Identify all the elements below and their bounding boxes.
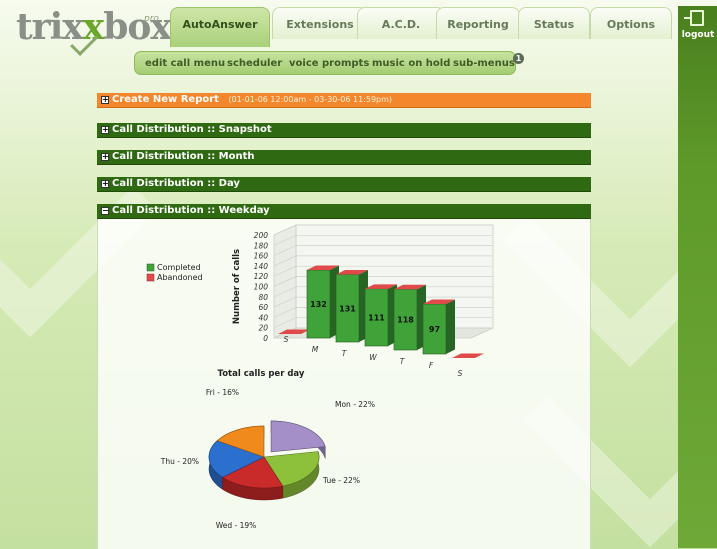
y-tick-label: 180 [254, 241, 269, 250]
x-tick-label: F [429, 361, 434, 370]
gridline [273, 224, 493, 236]
bar-abandoned-cap [394, 284, 426, 290]
subnav-voice-prompts[interactable]: voice prompts [289, 58, 370, 69]
legend-label: Completed [157, 263, 201, 272]
pie-slice-label: Thu - 20% [160, 457, 199, 466]
x-tick-label: S [284, 335, 289, 344]
logo-text-box: box [103, 6, 172, 48]
section-snapshot[interactable]: + Call Distribution :: Snapshot [97, 123, 591, 138]
bar-abandoned-cap [278, 329, 310, 334]
y-tick-label: 60 [258, 303, 268, 312]
subnav-edit-call-menu[interactable]: edit call menu [145, 58, 226, 69]
gridline [273, 276, 493, 287]
bar-data-label: 132 [310, 300, 327, 309]
bar-abandoned-cap [423, 299, 455, 305]
x-tick-label: T [400, 357, 406, 366]
bar-data-label: 118 [397, 316, 414, 325]
weekday-report-content: 0 20 40 60 80 100 120 140 160 180 200 Number of cal… [97, 219, 591, 549]
section-title: Call Distribution :: Month [112, 151, 255, 162]
logo-text-x: x [82, 6, 104, 48]
x-tick-label: T [342, 349, 348, 358]
expand-icon[interactable]: + [101, 152, 109, 161]
bar-data-label: 97 [429, 325, 440, 334]
y-tick-label: 120 [254, 272, 269, 281]
y-tick-label: 40 [258, 313, 268, 322]
tab-status[interactable]: Status [518, 7, 590, 39]
section-weekday[interactable]: − Call Distribution :: Weekday [97, 204, 591, 219]
bar-completed-side [446, 299, 455, 354]
x-tick-label: M [312, 345, 319, 354]
tab-options[interactable]: Options [590, 7, 672, 39]
logo-pro-label: pro [144, 14, 159, 24]
pie-slice [270, 420, 326, 453]
section-month[interactable]: + Call Distribution :: Month [97, 150, 591, 165]
submenu-count-badge: 1 [513, 53, 524, 64]
legend-swatch [146, 273, 155, 282]
expand-icon[interactable]: + [101, 125, 109, 134]
y-axis-label: Number of calls [232, 249, 242, 324]
trixbox-logo[interactable]: trixxbox pro [16, 4, 172, 56]
legend-swatch [146, 263, 155, 272]
gridline [273, 286, 493, 298]
y-tick-label: 20 [258, 324, 268, 333]
section-create-new-report[interactable]: + Create New Report (01-01-06 12:00am - … [97, 93, 591, 108]
section-title: Create New Report [112, 94, 219, 105]
section-day[interactable]: + Call Distribution :: Day [97, 177, 591, 192]
gridline [273, 234, 493, 246]
gridline [273, 265, 493, 277]
y-tick-label: 100 [254, 283, 269, 292]
bar-abandoned-cap [452, 353, 484, 358]
collapse-icon[interactable]: − [101, 206, 109, 215]
pie-slice [221, 456, 284, 489]
bar-abandoned-cap [365, 284, 397, 289]
section-title: Call Distribution :: Day [112, 178, 240, 189]
x-tick-label: S [458, 369, 463, 378]
y-tick-label: 200 [254, 231, 269, 240]
pie-slice [263, 451, 320, 487]
subnav-sub-menus[interactable]: sub-menus [453, 58, 515, 69]
bar-data-label: 111 [368, 313, 385, 322]
y-tick-label: 0 [263, 334, 268, 343]
subnav-music-on-hold[interactable]: music on hold [372, 58, 451, 69]
gridline [273, 296, 493, 308]
pie-slice [216, 425, 265, 458]
pie-slice-label: Tue - 22% [322, 476, 360, 485]
pie-title: Total calls per day [218, 369, 305, 379]
section-title: Call Distribution :: Weekday [112, 205, 270, 216]
y-tick-label: 160 [254, 252, 269, 261]
x-tick-label: W [369, 353, 377, 362]
pie-slice-label: Mon - 22% [335, 400, 375, 409]
section-title: Call Distribution :: Snapshot [112, 124, 272, 135]
expand-icon[interactable]: + [101, 95, 109, 104]
bar-abandoned-cap [307, 265, 339, 271]
tab-autoanswer[interactable]: AutoAnswer [170, 7, 270, 47]
gridline [273, 245, 493, 256]
y-tick-label: 80 [258, 293, 268, 302]
tab-reporting[interactable]: Reporting [436, 7, 520, 39]
subnav-scheduler[interactable]: scheduler [227, 58, 283, 69]
gridline [273, 255, 493, 267]
bar-abandoned-cap [336, 270, 368, 275]
pie-slice-label: Wed - 19% [216, 521, 257, 530]
y-tick-label: 140 [254, 262, 269, 271]
logo-text-trix: trix [16, 6, 84, 48]
sub-navigation: edit call menu scheduler voice prompts m… [134, 51, 516, 75]
pie-slice [208, 440, 265, 478]
report-date-range: (01-01-06 12:00am - 03-30-06 11:59pm) [228, 95, 393, 104]
report-panel: + Create New Report (01-01-06 12:00am - … [97, 88, 591, 549]
tab-acd[interactable]: A.C.D. [357, 7, 445, 39]
legend-label: Abandoned [157, 273, 203, 282]
logout-sidebar: logout [678, 6, 717, 548]
bar-completed [393, 288, 418, 351]
logout-link[interactable]: logout [681, 30, 715, 40]
door-exit-icon[interactable] [684, 10, 704, 26]
expand-icon[interactable]: + [101, 179, 109, 188]
bar-completed [335, 274, 360, 343]
bar-data-label: 131 [339, 304, 356, 313]
pie-slice-label: Fri - 16% [206, 388, 239, 397]
tab-extensions[interactable]: Extensions [272, 7, 368, 39]
